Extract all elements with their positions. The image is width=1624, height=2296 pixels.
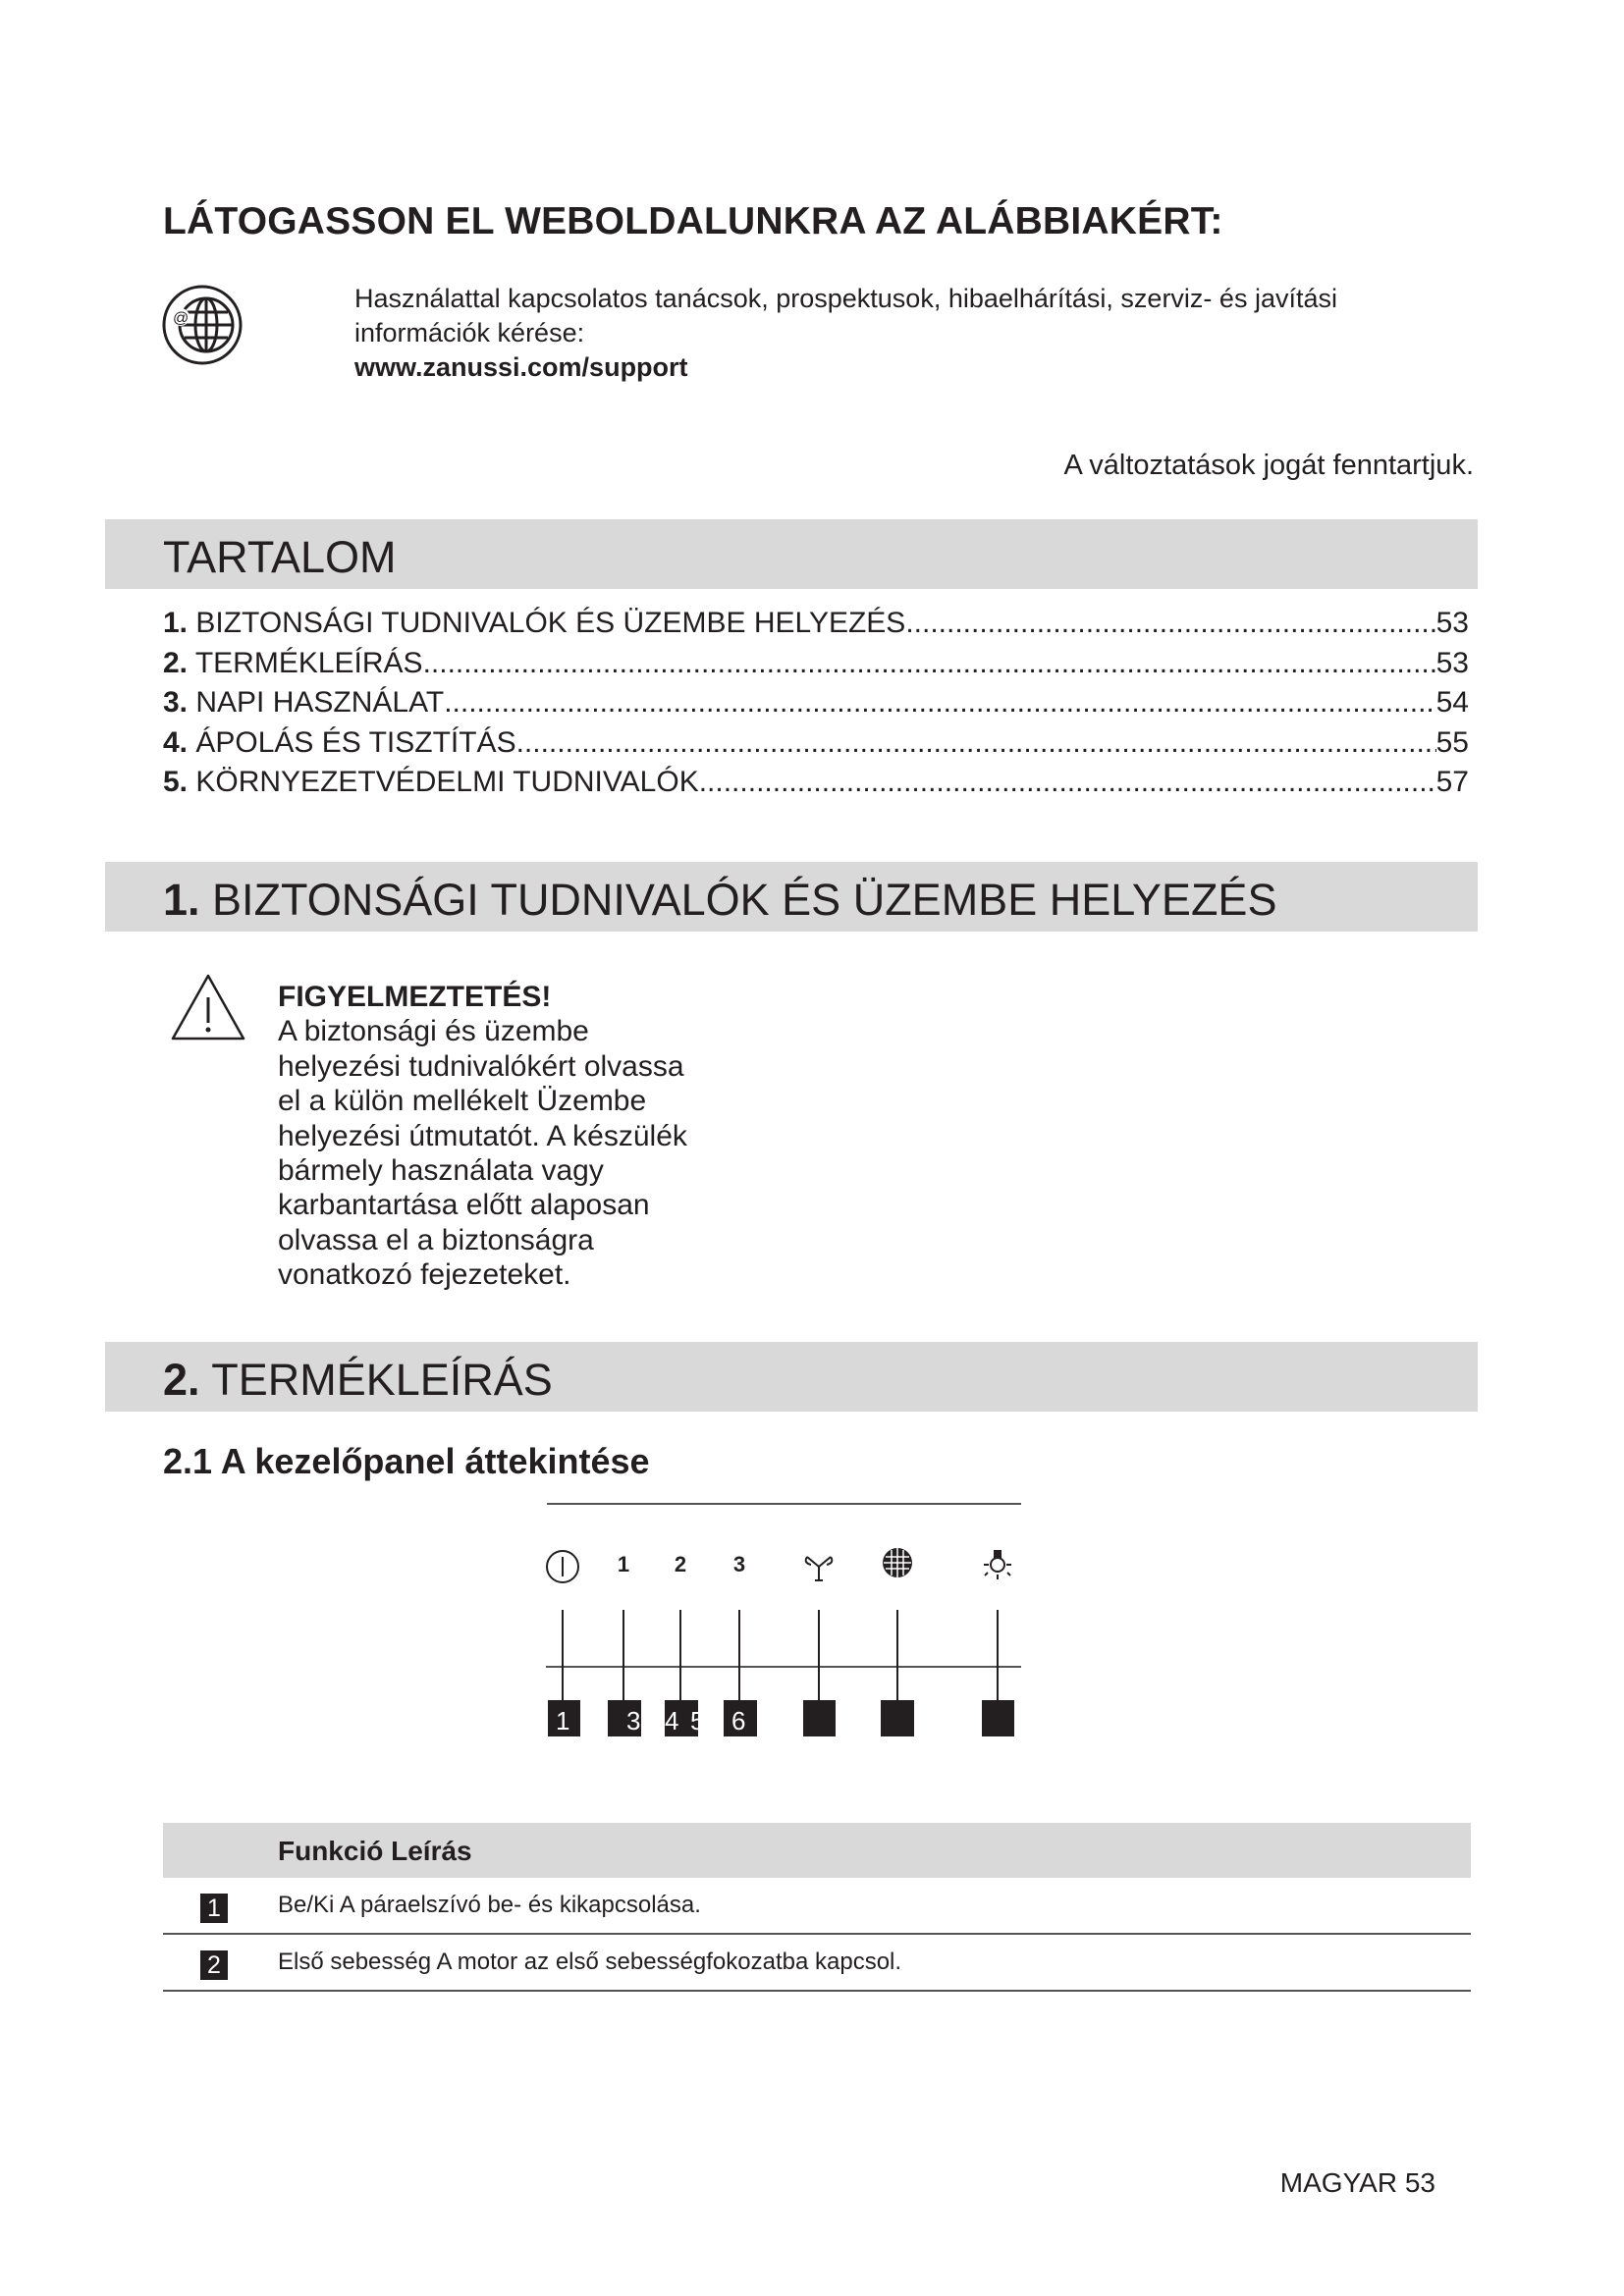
section2-header-bar: 2. TERMÉKLEÍRÁS [105,1342,1478,1412]
warning-triangle-icon [171,974,245,1041]
toc-leader-dots [516,726,1436,760]
warning-line: bármely használata vagy [278,1154,604,1188]
speed-1-symbol: 1 [618,1552,629,1576]
toc-item-label: KÖRNYEZETVÉDELMI TUDNIVALÓK [195,766,699,799]
table-header-label: Funkció Leírás [278,1836,472,1866]
row-description: Első sebesség A motor az első sebességfo… [278,1949,902,1975]
toc-item-number: 2. [163,646,189,679]
visit-heading: LÁTOGASSON EL WEBOLDALUNKRA AZ ALÁBBIAKÉ… [163,200,1223,242]
section2-title-text: TERMÉKLEÍRÁS [211,1355,553,1405]
callout-box [548,1700,580,1736]
callout-label: 6 [731,1706,745,1735]
warning-line: el a külön mellékelt Üzembe [278,1085,647,1118]
table-header: Funkció Leírás [163,1823,1471,1878]
toc-item-page: 53 [1435,646,1469,679]
warning-line: vonatkozó fejezeteket. [278,1258,571,1292]
toc-item[interactable]: 3. NAPI HASZNÁLAT 54 [163,686,1469,726]
toc-item[interactable]: 4. ÁPOLÁS ÉS TISZTÍTÁS 55 [163,726,1469,767]
row-description: Be/Ki A páraelszívó be- és kikapcsolása. [278,1892,701,1918]
toc-header-bar: TARTALOM [105,519,1478,589]
warning-line: olvassa el a biztonságra [278,1223,594,1256]
callout-box [982,1700,1014,1736]
callout-box [724,1700,757,1736]
power-icon [546,1550,579,1583]
control-panel-diagram: 1 2 3 1 3 4 5 6 [546,1503,1021,1736]
toc-item[interactable]: 5. KÖRNYEZETVÉDELMI TUDNIVALÓK 57 [163,766,1469,806]
toc-item-number: 5. [163,766,189,799]
callout-label: 3 [626,1706,640,1735]
section1-header-bar: 1. BIZTONSÁGI TUDNIVALÓK ÉS ÜZEMBE HELYE… [105,862,1478,932]
rights-reserved-note: A változtatások jogát fenntartjuk. [1063,450,1474,481]
section1-title: 1. BIZTONSÁGI TUDNIVALÓK ÉS ÜZEMBE HELYE… [163,875,1276,926]
table-row: 2 Első sebesség A motor az első sebesség… [163,1935,1471,1992]
speed-2-symbol: 2 [675,1552,686,1576]
speed-3-symbol: 3 [733,1552,745,1576]
warning-line: helyezési tudnivalókért olvassa [278,1049,684,1083]
toc-item-label: BIZTONSÁGI TUDNIVALÓK ÉS ÜZEMBE HELYEZÉS [195,607,906,639]
callout-label: 4 [665,1706,678,1735]
svg-text:@: @ [173,310,189,327]
table-row: 1 Be/Ki A páraelszívó be- és kikapcsolás… [163,1878,1471,1935]
toc-item-number: 1. [163,607,189,639]
toc-leader-dots [444,686,1435,720]
warning-line: helyezési útmutatót. A készülék [278,1119,687,1152]
warning-block: FIGYELMEZTETÉS! A biztonsági és üzembe h… [278,980,749,1293]
callout-mask [698,1700,724,1736]
toc-item[interactable]: 1. BIZTONSÁGI TUDNIVALÓK ÉS ÜZEMBE HELYE… [163,607,1469,647]
toc-item-label: NAPI HASZNÁLAT [195,686,445,720]
toc-item[interactable]: 2. TERMÉKLEÍRÁS 53 [163,647,1469,687]
toc-item-page: 57 [1435,766,1469,799]
callout-label: 1 [556,1706,569,1735]
callout-box [608,1700,641,1736]
section1-title-text: BIZTONSÁGI TUDNIVALÓK ÉS ÜZEMBE HELYEZÉS [212,875,1277,925]
toc-item-number: 4. [163,725,189,759]
page-footer: MAGYAR 53 [1279,2167,1435,2198]
function-table: Funkció Leírás 1 Be/Ki A páraelszívó be-… [163,1823,1471,1992]
table-of-contents: 1. BIZTONSÁGI TUDNIVALÓK ÉS ÜZEMBE HELYE… [163,607,1469,806]
toc-title: TARTALOM [163,532,397,582]
globe-at-icon: @ [162,285,243,365]
toc-leader-dots [423,647,1436,680]
support-text-line2: információk kérése: [354,318,585,347]
support-url-link[interactable]: www.zanussi.com/support [354,352,688,382]
toc-item-label: TERMÉKLEÍRÁS [194,646,423,679]
toc-item-label: ÁPOLÁS ÉS TISZTÍTÁS [195,725,516,759]
toc-leader-dots [699,766,1436,799]
toc-item-number: 3. [163,686,189,720]
row-number-badge: 1 [200,1894,228,1923]
section1-number: 1. [163,875,200,925]
filter-icon [883,1548,912,1577]
support-text-line1: Használattal kapcsolatos tanácsok, prosp… [354,284,1337,313]
section2-title: 2. TERMÉKLEÍRÁS [163,1355,553,1406]
toc-item-page: 55 [1435,725,1469,759]
callout-box [881,1700,914,1736]
warning-title: FIGYELMEZTETÉS! [278,981,552,1013]
callout-box [803,1700,836,1736]
warning-line: karbantartása előtt alaposan [278,1189,650,1222]
callout-box [665,1700,698,1736]
row-number-badge: 2 [200,1950,228,1980]
warning-line: A biztonsági és üzembe [278,1015,589,1048]
control-panel-subheading: 2.1 A kezelőpanel áttekintése [163,1441,650,1481]
light-icon [984,1550,1011,1579]
section2-number: 2. [163,1355,200,1405]
toc-item-page: 54 [1435,686,1469,720]
support-info: Használattal kapcsolatos tanácsok, prosp… [354,282,1337,385]
fan-icon [804,1556,834,1581]
toc-leader-dots [905,607,1435,640]
toc-item-page: 53 [1435,607,1469,639]
